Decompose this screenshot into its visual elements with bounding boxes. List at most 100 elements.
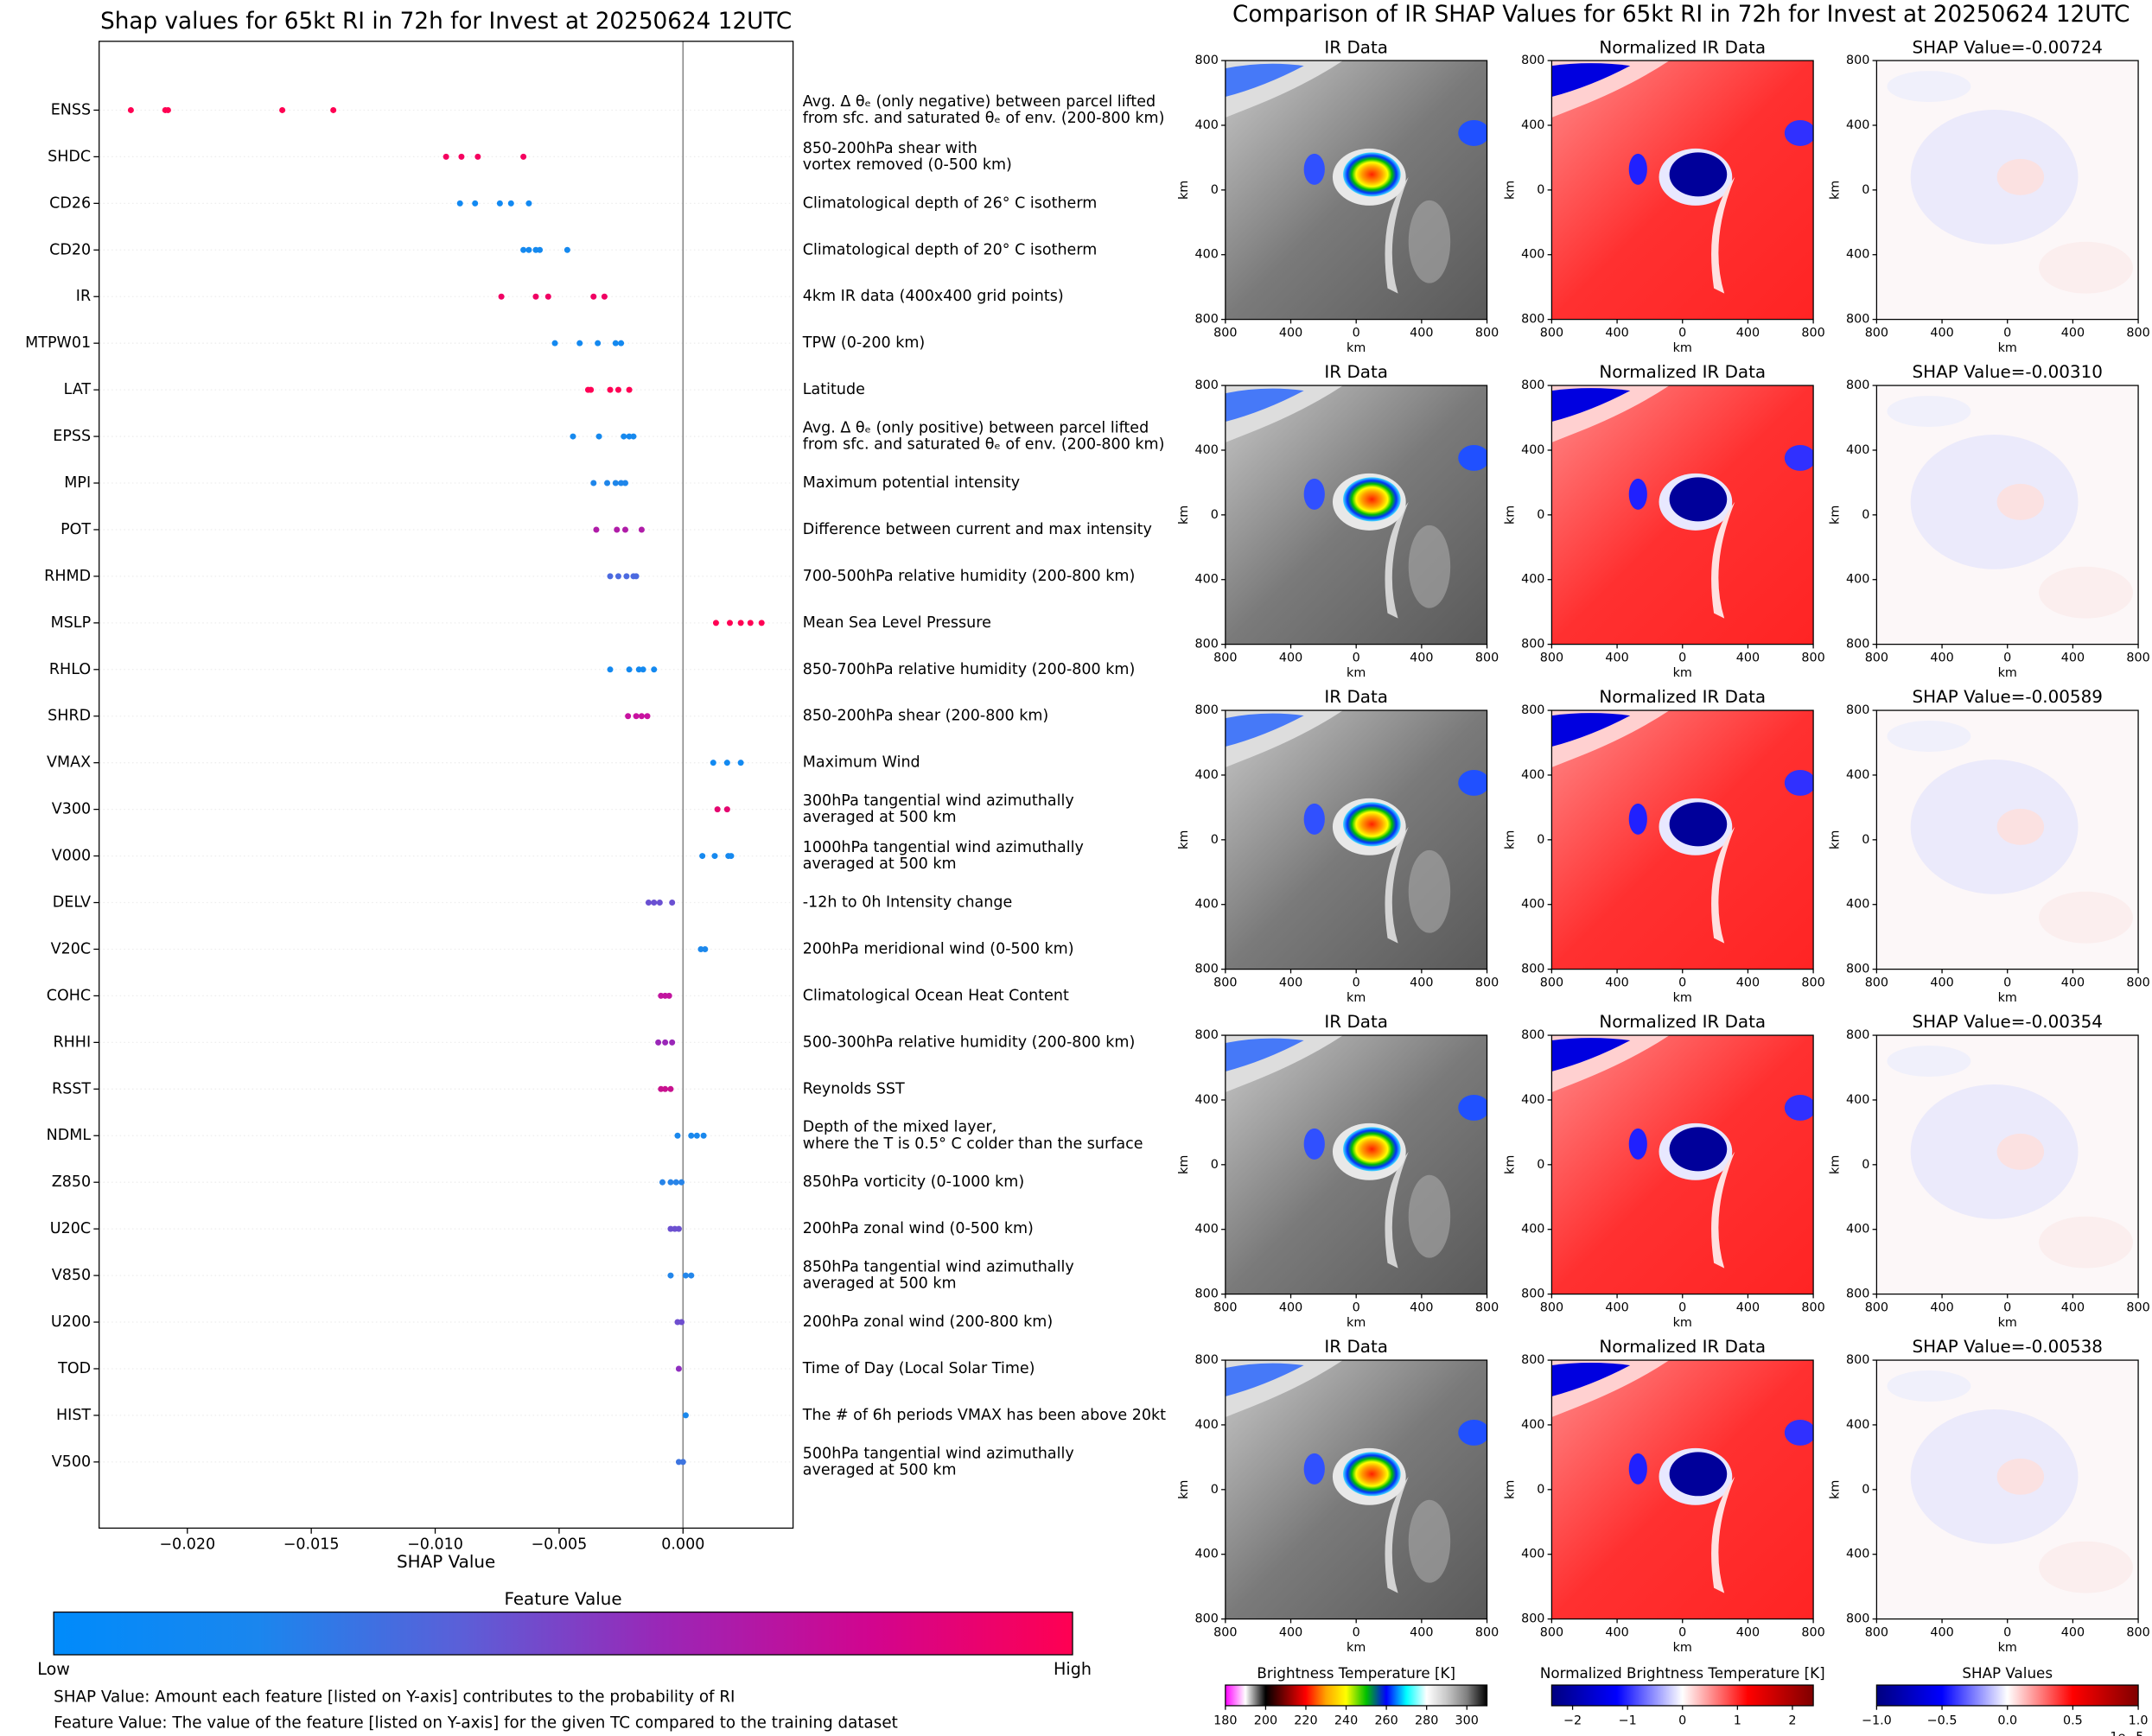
shap-point (472, 200, 479, 207)
shap-point (645, 900, 652, 906)
x-tick-label: 400 (1930, 652, 1953, 665)
x-tick-label: 400 (1736, 327, 1760, 340)
shap-point (626, 386, 633, 393)
x-tick-label: 0 (1678, 976, 1686, 990)
x-tick-label: 400 (1410, 976, 1433, 990)
y-tick-label: 400 (1521, 1093, 1544, 1107)
panel-image (1876, 710, 2139, 970)
y-tick-label: MPI (64, 474, 91, 492)
y-tick-label: POT (60, 521, 91, 538)
colorbar-title: SHAP Values (1962, 1664, 2053, 1682)
panel-image (1876, 1035, 2139, 1294)
y-tick-label: 800 (1521, 703, 1544, 717)
shap-point (758, 620, 765, 626)
panel-image (1225, 1360, 1487, 1619)
y-tick-label: 800 (1521, 1028, 1544, 1042)
y-axis-label: km (1504, 1480, 1518, 1499)
shap-point (604, 480, 611, 486)
panel-title: SHAP Value=-0.00354 (1913, 1012, 2103, 1032)
y-tick-label: 800 (1521, 963, 1544, 976)
colorbar-tick-label: 0.5 (2063, 1714, 2083, 1727)
x-tick-label: 400 (2061, 652, 2085, 665)
x-tick-label: 400 (2061, 976, 2085, 990)
x-tick-label: 800 (1801, 1626, 1824, 1640)
x-tick-label: 400 (1410, 1301, 1433, 1315)
shap-point (576, 340, 583, 347)
panel-title: Normalized IR Data (1599, 687, 1766, 707)
shap-point (675, 1365, 682, 1372)
y-axis-label: km (1177, 181, 1191, 200)
panel-image (1225, 710, 1487, 970)
y-tick-label: 0 (1211, 833, 1219, 847)
shap-point (665, 992, 672, 999)
colorbar-tick-label: −1 (1619, 1714, 1637, 1727)
chart-title: Shap values for 65kt RI in 72h for Inves… (100, 9, 792, 35)
shap-point (563, 246, 570, 253)
x-tick-label: 400 (1736, 1301, 1760, 1315)
x-tick-label: 400 (1930, 327, 1953, 340)
shap-point (630, 433, 637, 440)
x-tick-label: 800 (1865, 976, 1888, 990)
panel-title: IR Data (1324, 1012, 1388, 1032)
shap-point (607, 573, 614, 580)
y-tick-label: 800 (1521, 378, 1544, 392)
shap-point (601, 293, 608, 300)
shap-point (638, 713, 645, 720)
x-tick-label: 400 (2061, 327, 2085, 340)
x-axis-label: km (1673, 341, 1692, 355)
y-tick-label: 400 (1521, 1223, 1544, 1237)
x-tick-label: 800 (1475, 1301, 1499, 1315)
feature-description: Climatological depth of 26° C isotherm (803, 194, 1098, 212)
panel-image (1551, 1035, 1814, 1294)
shap-point (621, 433, 627, 440)
panel-title: IR Data (1324, 362, 1388, 382)
shap-point (667, 1225, 674, 1232)
x-tick-label: 800 (1213, 1626, 1237, 1640)
shap-point (544, 293, 551, 300)
x-tick-label: 800 (1213, 327, 1237, 340)
panel-image (1876, 385, 2139, 645)
shap-point (623, 573, 630, 580)
panel-image (1225, 1035, 1487, 1294)
shap-point (669, 1039, 676, 1046)
x-tick-label: 400 (1279, 1301, 1302, 1315)
colorbar-tick-label: −2 (1563, 1714, 1582, 1727)
y-tick-label: 0 (1211, 183, 1219, 197)
y-tick-label: ENSS (51, 101, 91, 118)
shap-point (633, 713, 640, 720)
shap-point (520, 153, 527, 160)
colorbar-tick-label: 2 (1788, 1714, 1796, 1727)
y-tick-label: 400 (1846, 898, 1869, 912)
feature-description: from sfc. and saturated θₑ of env. (200-… (803, 110, 1165, 127)
note: SHAP Value: Amount each feature [listed … (54, 1688, 735, 1706)
note: Feature Value: The value of the feature … (54, 1714, 898, 1733)
shap-point (688, 1272, 695, 1279)
feature-description: Avg. Δ θₑ (only negative) between parcel… (803, 93, 1156, 111)
y-tick-label: V20C (51, 940, 92, 957)
feature-description: Maximum potential intensity (803, 474, 1020, 492)
colorbar-tick-label: 300 (1455, 1714, 1479, 1727)
x-tick-label: 0 (2003, 976, 2011, 990)
shap-point (621, 480, 628, 486)
shap-point (551, 340, 558, 347)
feature-description: TPW (0-200 km) (802, 334, 925, 352)
feature-description: 850-200hPa shear with (803, 140, 977, 157)
y-tick-label: 800 (1846, 1028, 1869, 1042)
shap-point (693, 1132, 700, 1139)
shap-point (588, 386, 595, 393)
x-tick-label: 400 (1605, 976, 1628, 990)
y-tick-label: 400 (1846, 443, 1869, 457)
feature-description: from sfc. and saturated θₑ of env. (200-… (803, 436, 1165, 454)
y-tick-label: 400 (1521, 1418, 1544, 1432)
y-tick-label: 0 (1537, 1158, 1544, 1172)
shap-point (667, 1085, 674, 1092)
y-tick-label: 400 (1195, 1093, 1219, 1107)
shap-point (702, 945, 709, 952)
y-tick-label: TOD (57, 1360, 91, 1377)
colorbar (1550, 1684, 1814, 1707)
shap-point (659, 1179, 666, 1186)
panel-title: IR Data (1324, 687, 1388, 707)
y-tick-label: 400 (1521, 573, 1544, 587)
y-axis-label: km (1829, 830, 1843, 849)
x-tick-label: 0 (1353, 1301, 1360, 1315)
